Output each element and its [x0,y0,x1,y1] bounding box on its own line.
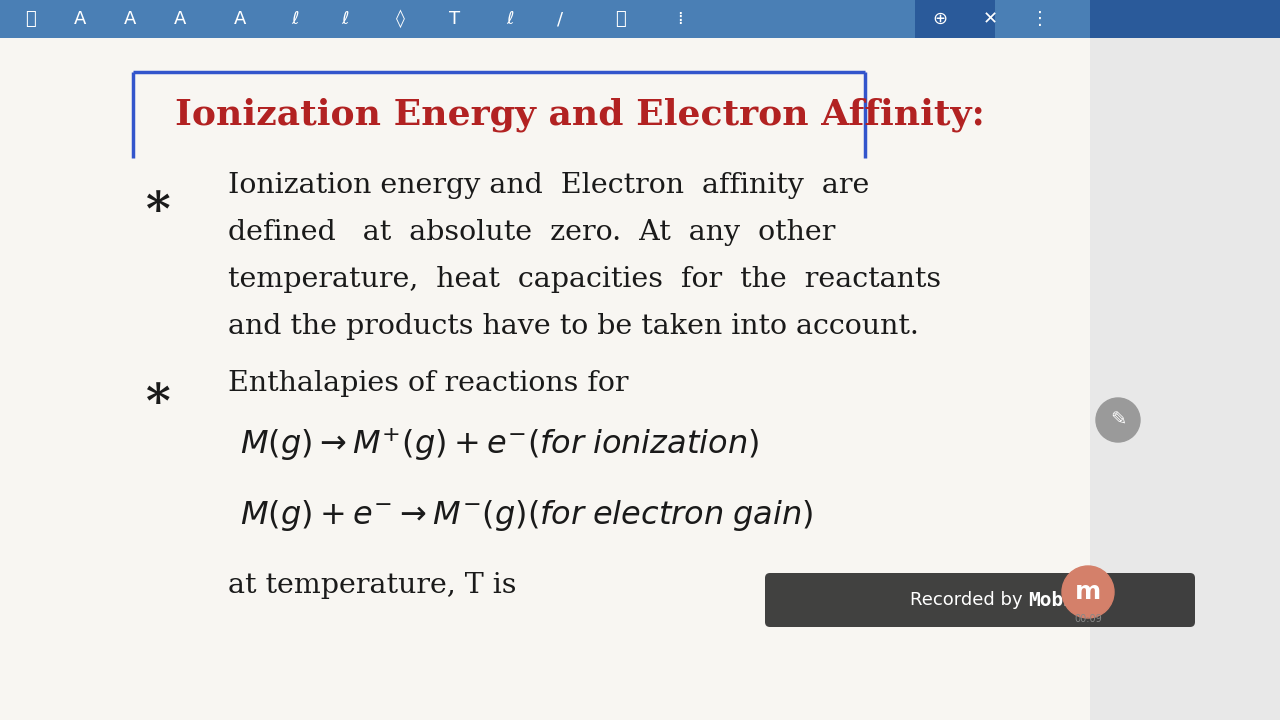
Text: at temperature, T is: at temperature, T is [228,572,517,599]
Text: ⬜: ⬜ [614,10,626,28]
Text: m: m [1075,580,1101,604]
Text: MobiZen: MobiZen [1028,590,1110,610]
Text: ⬜: ⬜ [24,10,36,28]
Text: $M(g)+e^{-}\rightarrow M^{-}(g)(\mathit{for\;electron\;gain})$: $M(g)+e^{-}\rightarrow M^{-}(g)(\mathit{… [241,498,813,533]
Text: A: A [234,10,246,28]
Text: ℓ: ℓ [342,10,348,28]
Text: and the products have to be taken into account.: and the products have to be taken into a… [228,313,919,340]
Text: temperature,  heat  capacities  for  the  reactants: temperature, heat capacities for the rea… [228,266,941,293]
Bar [1091,0,1280,38]
Text: Enthalapies of reactions for: Enthalapies of reactions for [228,370,628,397]
Text: ⋮: ⋮ [1030,10,1050,28]
Circle shape [1062,566,1114,618]
Text: ⁞: ⁞ [677,10,682,28]
Text: A: A [174,10,186,28]
Text: A: A [124,10,136,28]
Text: ◊: ◊ [396,9,404,28]
Text: ✕: ✕ [983,10,997,28]
Text: ∗: ∗ [142,180,174,226]
Text: Ionization energy and  Electron  affinity  are: Ionization energy and Electron affinity … [228,172,869,199]
Text: T: T [449,10,461,28]
Text: ℓ: ℓ [292,10,298,28]
Text: /: / [557,10,563,28]
Text: 00:09: 00:09 [1074,614,1102,624]
Bar [1091,38,1280,720]
Text: ⊕: ⊕ [932,10,947,28]
FancyBboxPatch shape [765,573,1196,627]
Bar [0,0,1091,38]
Text: ℓ: ℓ [507,10,513,28]
Text: A: A [74,10,86,28]
Text: ✎: ✎ [1110,410,1126,430]
Text: Ionization Energy and Electron Affinity:: Ionization Energy and Electron Affinity: [175,98,984,132]
Text: $M(g)\rightarrow M^{+}(g)+e^{-}(\mathit{for\;ionization})$: $M(g)\rightarrow M^{+}(g)+e^{-}(\mathit{… [241,425,759,463]
Text: Recorded by: Recorded by [910,591,1023,609]
Text: defined   at  absolute  zero.  At  any  other: defined at absolute zero. At any other [228,219,836,246]
Circle shape [1096,398,1140,442]
Bar [915,0,995,38]
Bar [0,38,1091,720]
Text: ∗: ∗ [142,372,174,418]
